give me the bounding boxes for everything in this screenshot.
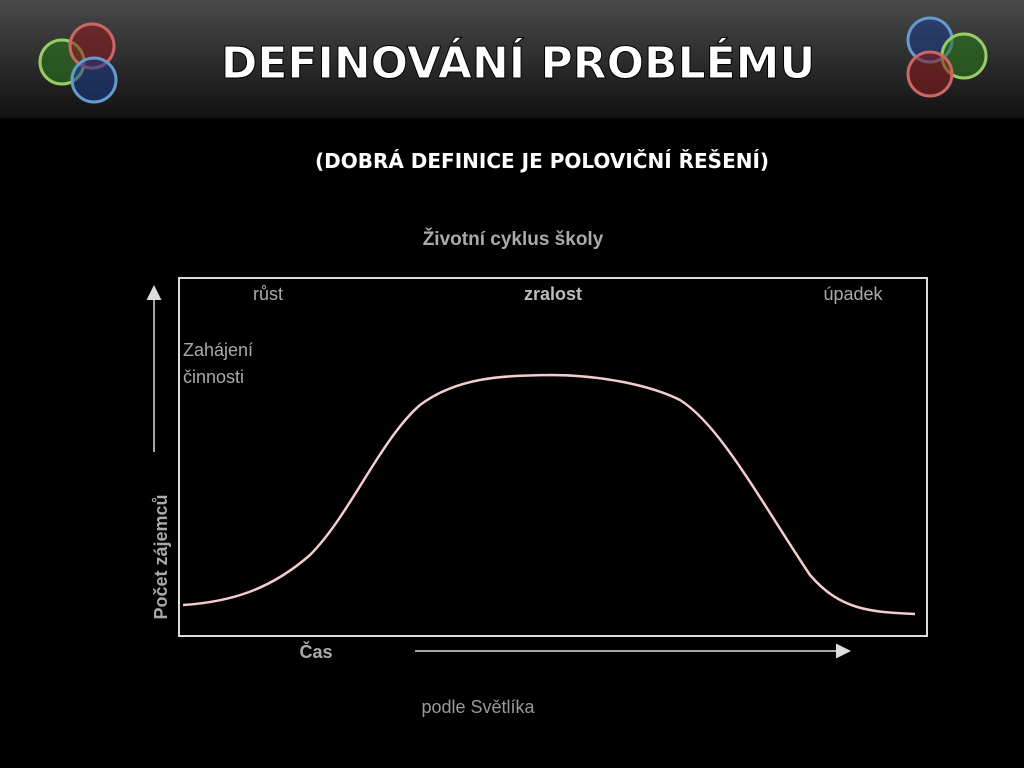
logo-right [906,16,988,98]
header-band [0,0,1024,118]
phase-label: zralost [524,284,582,304]
phase-label: úpadek [823,284,883,304]
lifecycle-curve [182,373,916,616]
y-axis-label: Počet zájemců [151,494,171,619]
diagram-title: Životní cyklus školy [423,228,604,250]
source-note: podle Světlíka [421,697,535,717]
annotation: Zahájení [183,340,253,360]
x-axis-label: Čas [299,641,332,662]
subtitle: (DOBRÁ DEFINICE JE POLOVIČNÍ ŘEŠENÍ) [315,149,769,173]
diagram-frame [178,277,928,637]
annotation: činnosti [183,367,244,387]
phase-label: růst [253,284,283,304]
slide-title: DEFINOVÁNÍ PROBLÉMU [221,36,815,89]
logo-left [38,22,118,104]
